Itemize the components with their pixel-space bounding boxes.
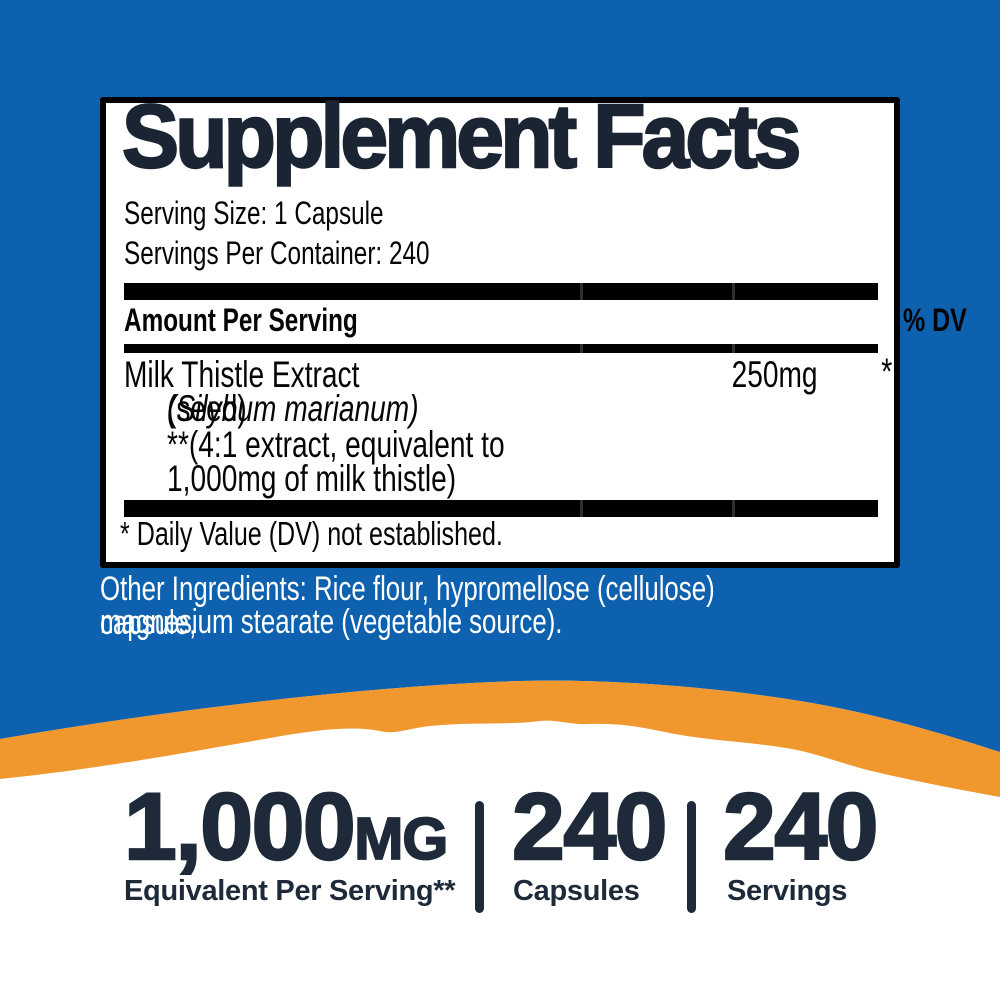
thick-divider-bar-top (124, 283, 878, 300)
bar-column-separator (732, 344, 735, 353)
bar-column-separator (732, 500, 735, 517)
stat-capsules-label: Capsules (513, 875, 640, 907)
bar-column-separator (580, 283, 583, 300)
supplement-facts-panel: Supplement Facts Serving Size: 1 Capsule… (100, 91, 967, 568)
latin-name-italic: (Silybum marianum) (167, 388, 419, 429)
bar-column-separator (732, 283, 735, 300)
stat-divider (475, 801, 484, 913)
thick-divider-bar-bottom (124, 500, 878, 517)
orange-wave-shape (0, 680, 1000, 797)
thin-divider-bar (124, 344, 878, 353)
other-ingredients-line1: Other Ingredients: Rice flour, hypromell… (100, 570, 715, 642)
other-ingredients-line2: magnesium stearate (vegetable source). (100, 603, 563, 641)
bar-column-separator (580, 344, 583, 353)
stat-servings-value: 240 (722, 774, 880, 880)
latin-name-suffix: (seed) (167, 388, 247, 429)
stat-amount-label: Equivalent Per Serving** (124, 875, 456, 907)
stat-amount-unit: MG (353, 806, 449, 872)
serving-size-text: Serving Size: 1 Capsule (124, 195, 384, 231)
servings-per-container-text: Servings Per Container: 240 (124, 235, 430, 271)
panel-title: Supplement Facts (121, 87, 803, 187)
stat-amount-value: 1,000MG (123, 774, 449, 880)
stat-capsules-value: 240 (511, 774, 669, 880)
bar-column-separator (580, 500, 583, 517)
stat-servings-label: Servings (727, 875, 848, 907)
stat-divider (687, 801, 696, 913)
